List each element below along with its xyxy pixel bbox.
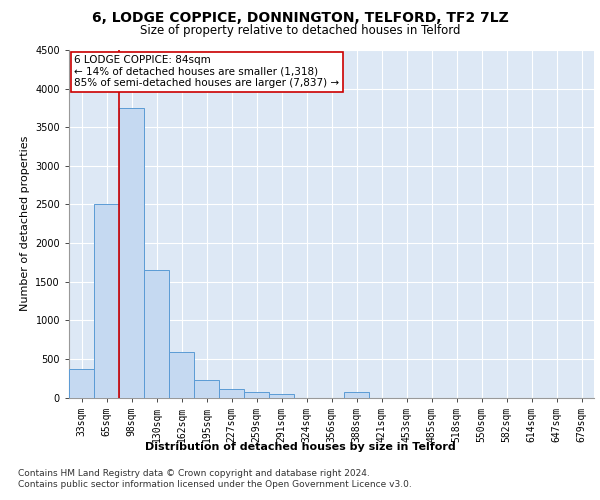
Bar bbox=[69, 369, 94, 398]
Bar bbox=[169, 352, 194, 398]
Bar bbox=[269, 394, 294, 398]
Bar bbox=[119, 108, 144, 398]
Bar bbox=[344, 392, 369, 398]
Bar bbox=[94, 204, 119, 398]
Bar bbox=[194, 380, 219, 398]
Bar bbox=[219, 389, 244, 398]
Text: Distribution of detached houses by size in Telford: Distribution of detached houses by size … bbox=[145, 442, 455, 452]
Text: 6 LODGE COPPICE: 84sqm
← 14% of detached houses are smaller (1,318)
85% of semi-: 6 LODGE COPPICE: 84sqm ← 14% of detached… bbox=[74, 55, 340, 88]
Y-axis label: Number of detached properties: Number of detached properties bbox=[20, 136, 29, 312]
Bar bbox=[244, 392, 269, 398]
Text: Contains HM Land Registry data © Crown copyright and database right 2024.: Contains HM Land Registry data © Crown c… bbox=[18, 469, 370, 478]
Text: Contains public sector information licensed under the Open Government Licence v3: Contains public sector information licen… bbox=[18, 480, 412, 489]
Text: Size of property relative to detached houses in Telford: Size of property relative to detached ho… bbox=[140, 24, 460, 37]
Text: 6, LODGE COPPICE, DONNINGTON, TELFORD, TF2 7LZ: 6, LODGE COPPICE, DONNINGTON, TELFORD, T… bbox=[92, 11, 508, 25]
Bar bbox=[144, 270, 169, 398]
